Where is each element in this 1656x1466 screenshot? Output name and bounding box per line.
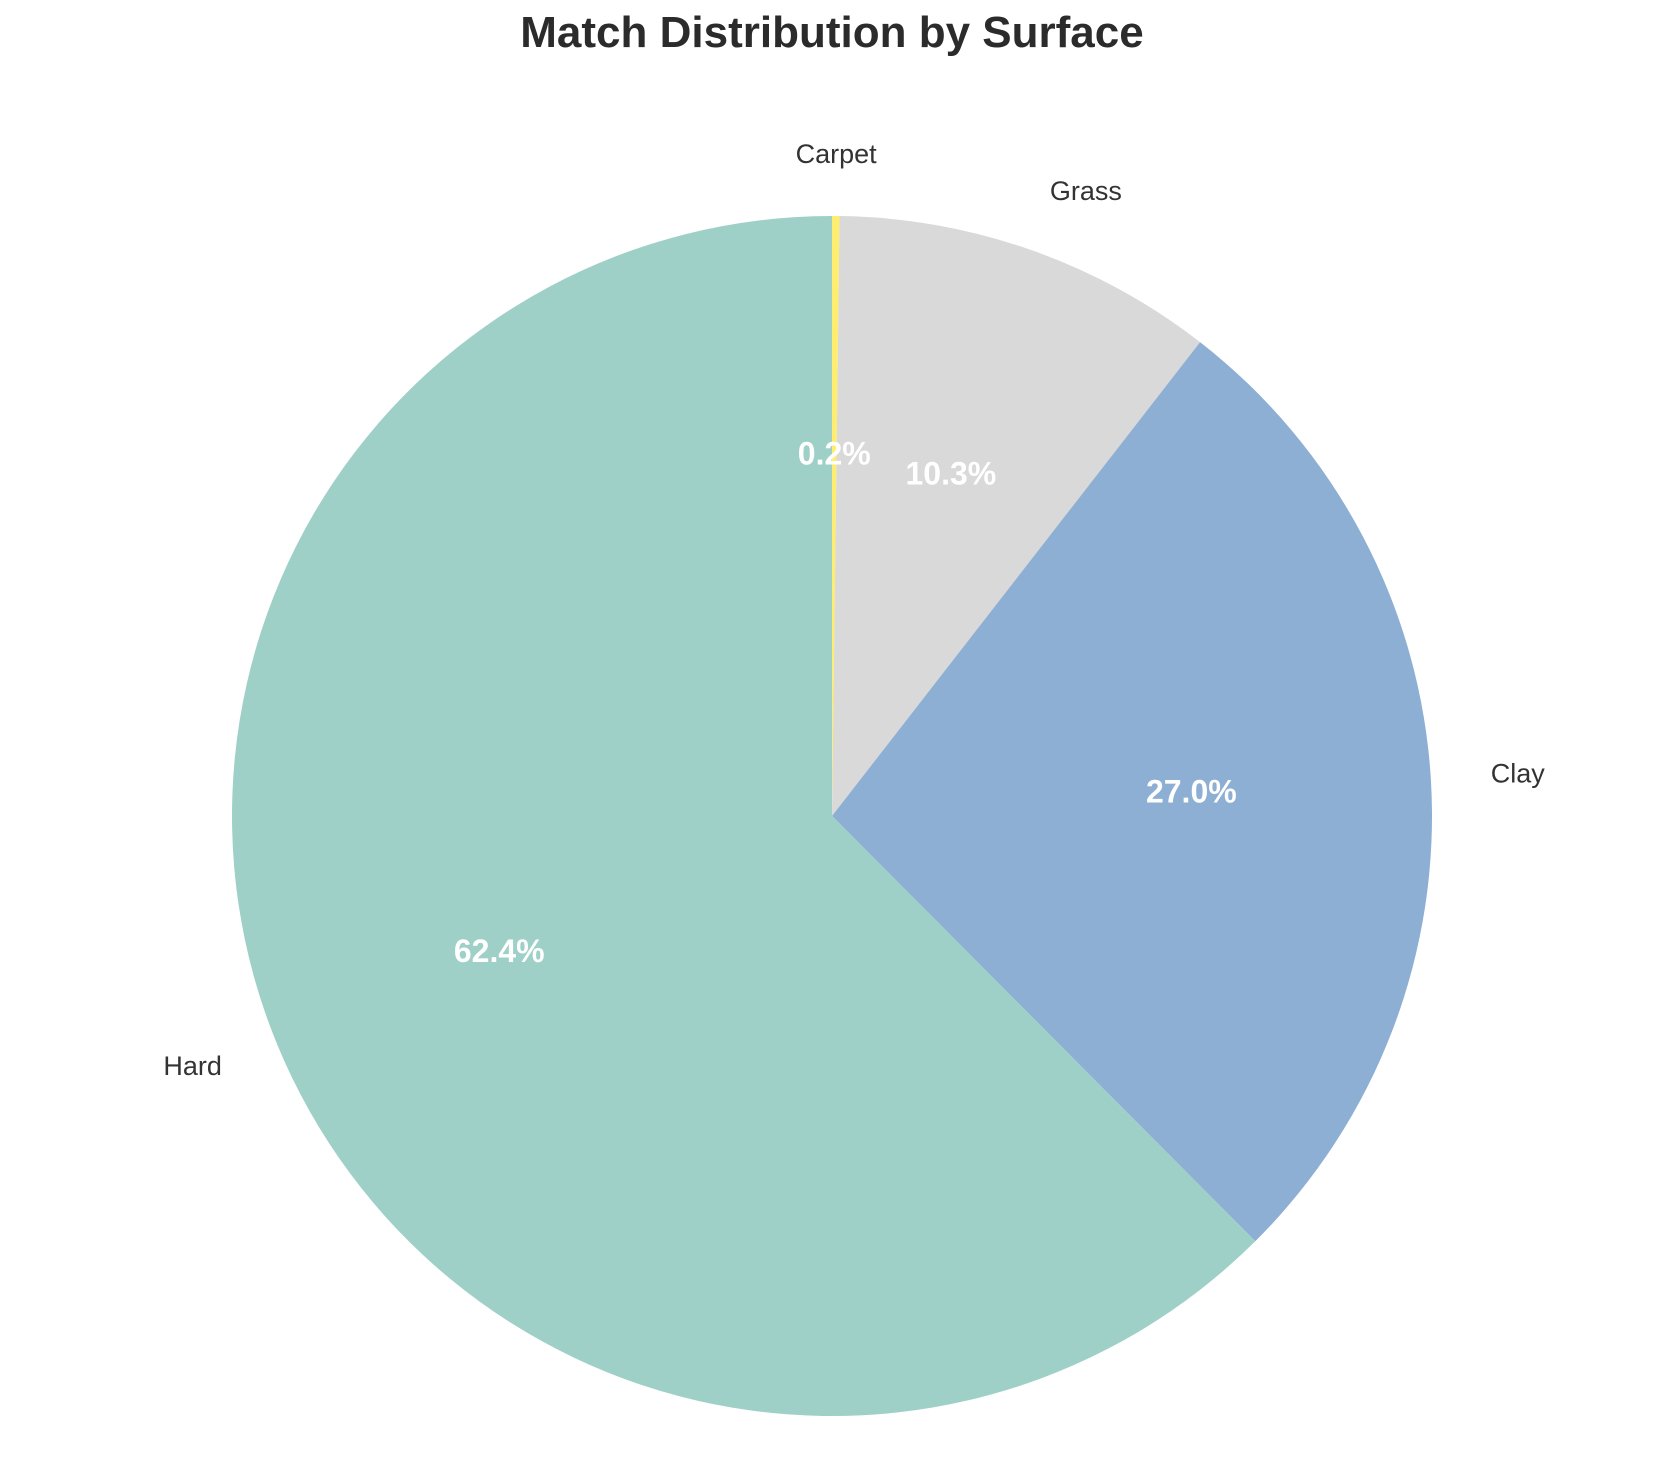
pie-labels: Carpet 0.2% Grass 10.3% Clay 27.0% Hard 62.4%: [163, 139, 1545, 1081]
slice-label-hard: Hard: [163, 1051, 222, 1081]
slice-label-carpet: Carpet: [796, 139, 878, 169]
pie-slice-hard: [231, 216, 1256, 1416]
pie-slice-clay: [832, 342, 1432, 1242]
chart-title: Match Distribution by Surface: [520, 8, 1143, 57]
pie-slice-carpet: [832, 216, 840, 816]
pct-label-clay: 27.0%: [1146, 773, 1237, 809]
pct-label-carpet: 0.2%: [798, 435, 871, 471]
slice-label-grass: Grass: [1050, 176, 1122, 206]
pct-label-grass: 10.3%: [905, 456, 996, 492]
slice-label-clay: Clay: [1491, 759, 1546, 789]
pct-label-hard: 62.4%: [454, 933, 545, 969]
pie-slices: [231, 216, 1432, 1416]
pie-slice-grass: [832, 216, 1201, 816]
